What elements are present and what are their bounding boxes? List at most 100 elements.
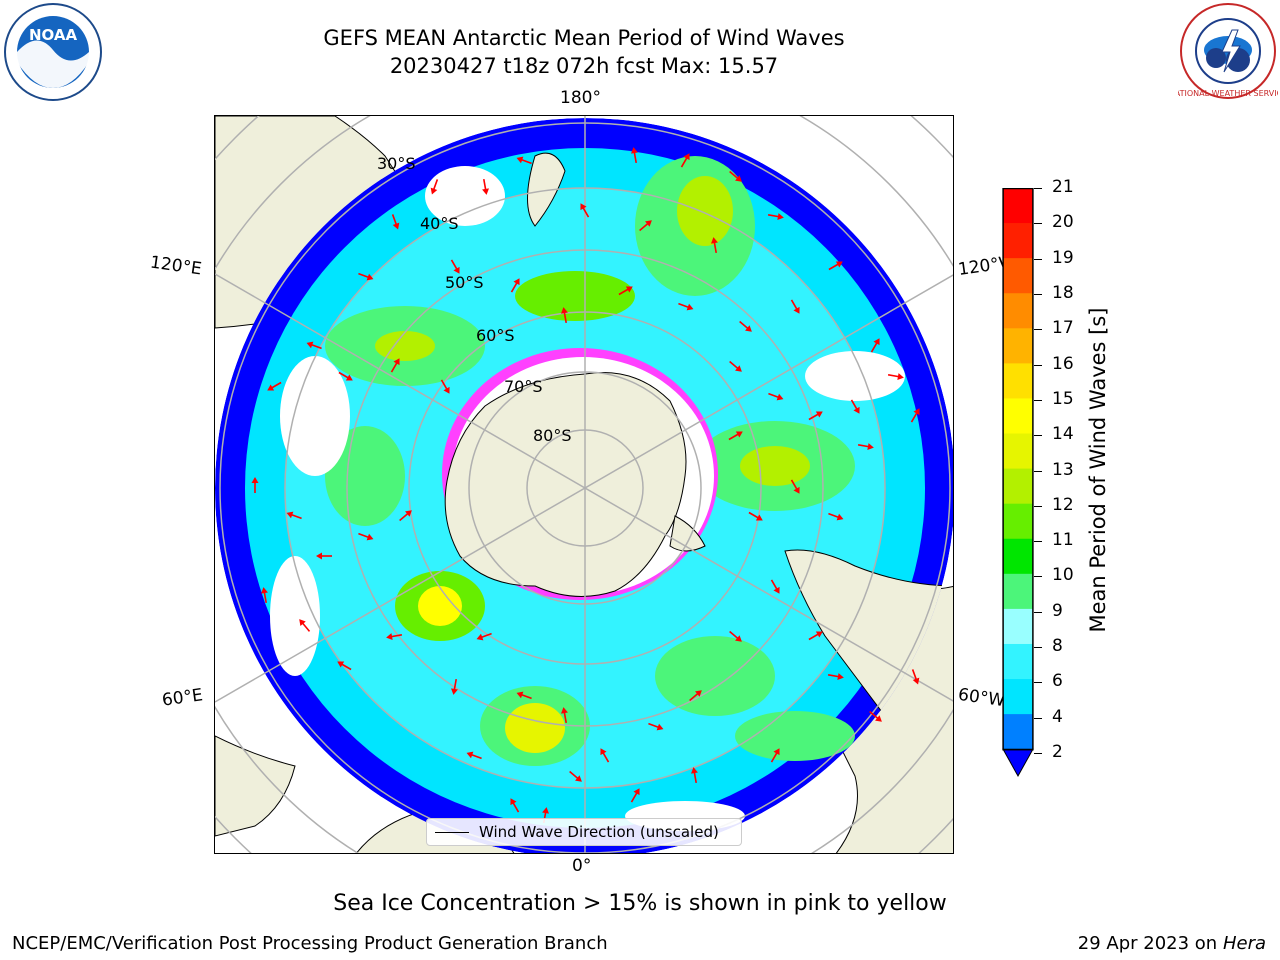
- colorbar-extend-arrow: [1002, 748, 1034, 778]
- wind-arrow: [482, 178, 489, 195]
- colorbar-swatch: [1003, 503, 1033, 540]
- lon-label-lower-left: 60°E: [160, 685, 205, 711]
- wind-arrow: [790, 299, 800, 314]
- colorbar-swatch: [1003, 468, 1033, 505]
- wind-arrow: [251, 477, 259, 493]
- wind-arrow: [466, 751, 482, 760]
- polar-map: 30°S 40°S 50°S 60°S 70°S 80°S: [215, 116, 953, 853]
- wind-arrow: [337, 661, 352, 671]
- wind-arrow: [618, 286, 633, 296]
- colorbar-tick: 16: [1052, 353, 1074, 374]
- wind-arrow: [569, 770, 582, 782]
- wind-arrow: [580, 203, 590, 218]
- colorbar-tick-mark: [1034, 576, 1042, 578]
- wind-arrow: [770, 748, 780, 763]
- wind-arrow: [910, 408, 920, 423]
- graticule: [215, 116, 953, 853]
- colorbar-tick-mark: [1034, 364, 1042, 366]
- wind-arrow: [828, 261, 843, 271]
- noaa-logo-text: NOAA: [29, 26, 78, 44]
- wind-arrow: [430, 179, 439, 195]
- colorbar-tick: 19: [1052, 247, 1074, 268]
- chart-subtitle-run: 20230427 t18z 072h fcst Max: 15.57: [389, 54, 779, 78]
- colorbar-swatch: [1003, 328, 1033, 364]
- nws-logo: NATIONAL WEATHER SERVICE: [1178, 3, 1278, 99]
- wind-arrow: [729, 170, 742, 182]
- colorbar-swatch: [1003, 258, 1033, 294]
- wind-arrow: [680, 153, 690, 168]
- wind-arrow: [516, 156, 532, 165]
- wind-arrow: [808, 411, 823, 421]
- wind-arrow: [390, 358, 400, 373]
- colorbar-tick-mark: [1034, 223, 1042, 225]
- legend-label: Wind Wave Direction (unscaled): [479, 823, 719, 841]
- wind-arrow: [828, 512, 844, 521]
- colorbar-swatch: [1003, 363, 1033, 399]
- date-host: 29 Apr 2023 on Hera: [1078, 933, 1266, 954]
- wind-arrow: [869, 710, 882, 722]
- wind-arrow: [850, 399, 860, 414]
- lon-label-lower-right: 60°W: [956, 684, 1007, 712]
- nws-logo-text: NATIONAL WEATHER SERVICE: [1178, 89, 1278, 98]
- colorbar-tick-mark: [1034, 470, 1042, 472]
- colorbar-label: Mean Period of Wind Waves [s]: [1086, 307, 1110, 633]
- lat-label-40s: 40°S: [420, 214, 459, 233]
- colorbar-tick: 20: [1052, 212, 1074, 233]
- wind-arrow: [648, 722, 664, 731]
- wind-arrow: [391, 214, 400, 230]
- wind-arrow: [739, 320, 752, 332]
- legend: Wind Wave Direction (unscaled): [426, 818, 742, 846]
- wind-arrow: [691, 767, 698, 784]
- wind-arrow: [306, 341, 322, 350]
- lon-label-bottom: 0°: [572, 856, 592, 876]
- wind-arrow: [857, 443, 874, 450]
- colorbar: [1002, 188, 1034, 778]
- wind-arrow: [887, 373, 904, 380]
- wind-arrow: [267, 381, 282, 391]
- wind-arrow: [476, 632, 492, 641]
- colorbar-tick: 12: [1052, 494, 1074, 515]
- lat-label-70s: 70°S: [504, 377, 543, 396]
- colorbar-tick: 11: [1052, 530, 1074, 551]
- colorbar-tick-mark: [1034, 505, 1042, 507]
- colorbar-tick: 21: [1052, 177, 1074, 197]
- colorbar-tick: 6: [1052, 671, 1063, 692]
- colorbar-tick-mark: [1034, 647, 1042, 649]
- colorbar-tick-mark: [1034, 682, 1042, 684]
- colorbar-tick: 17: [1052, 318, 1074, 339]
- colorbar-swatch: [1003, 188, 1033, 224]
- wind-arrow: [790, 479, 800, 494]
- wind-arrow: [728, 431, 743, 441]
- wind-arrow: [911, 669, 920, 685]
- wind-wave-arrows: [251, 147, 920, 824]
- wind-arrow: [516, 691, 532, 700]
- colorbar-tick: 15: [1052, 388, 1074, 409]
- colorbar-tick-mark: [1034, 611, 1042, 613]
- wind-arrow: [399, 510, 412, 522]
- colorbar-frame: [1002, 188, 1034, 751]
- wind-arrow: [261, 587, 268, 604]
- wind-arrow: [451, 678, 458, 695]
- wind-arrow: [770, 579, 780, 594]
- wind-arrow: [631, 147, 638, 164]
- wind-arrow: [286, 511, 302, 520]
- map-panel: 30°S 40°S 50°S 60°S 70°S 80°S: [214, 115, 954, 854]
- colorbar-tick: 2: [1052, 742, 1063, 762]
- wind-arrow: [639, 220, 652, 232]
- colorbar-swatch: [1003, 538, 1033, 575]
- colorbar-swatch: [1003, 643, 1033, 680]
- wind-arrow: [678, 302, 694, 311]
- lat-label-60s: 60°S: [476, 326, 515, 345]
- sea-ice-note: Sea Ice Concentration > 15% is shown in …: [333, 891, 947, 916]
- wind-arrow: [630, 788, 640, 803]
- colorbar-swatch: [1003, 679, 1033, 715]
- colorbar-tick: 13: [1052, 459, 1074, 480]
- wind-arrow: [450, 259, 460, 274]
- colorbar-tick-mark: [1034, 435, 1042, 437]
- lon-label-upper-left: 120°E: [148, 252, 203, 280]
- date-text: 29 Apr 2023 on: [1077, 933, 1218, 954]
- colorbar-swatch: [1003, 398, 1033, 435]
- wind-arrow: [600, 748, 610, 763]
- colorbar-tick-mark: [1034, 188, 1042, 189]
- wind-arrow: [316, 552, 332, 560]
